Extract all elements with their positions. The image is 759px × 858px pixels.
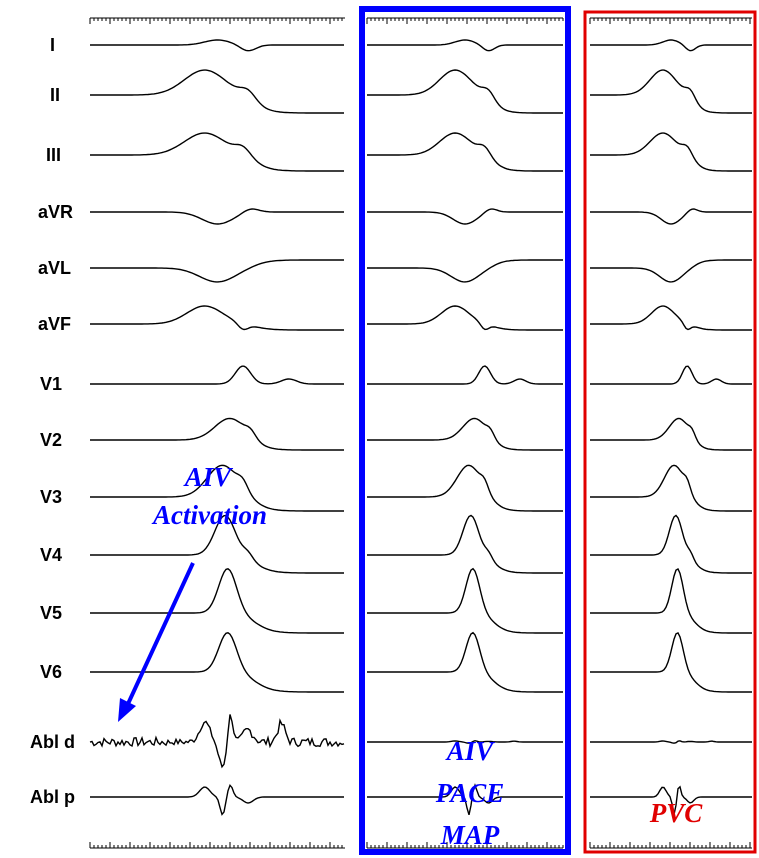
ecg-trace	[90, 632, 344, 693]
ecg-trace	[367, 365, 563, 385]
lead-label: V2	[40, 430, 62, 450]
ecg-trace	[90, 69, 344, 114]
ecg-trace	[590, 464, 752, 512]
lead-label: V5	[40, 603, 62, 623]
pvc-label: PVC	[649, 798, 704, 828]
ecg-trace	[367, 567, 563, 634]
ecg-trace	[367, 259, 563, 283]
ecg-trace	[590, 208, 752, 225]
ecg-trace	[90, 515, 344, 574]
ecg-trace	[90, 783, 344, 816]
ecg-trace	[367, 132, 563, 172]
lead-label: V3	[40, 487, 62, 507]
ecg-trace	[367, 69, 563, 114]
lead-label: aVF	[38, 314, 71, 334]
lead-label: V6	[40, 662, 62, 682]
ecg-trace	[590, 39, 752, 52]
ecg-trace	[367, 208, 563, 225]
ecg-trace	[367, 631, 563, 693]
ecg-trace	[590, 305, 752, 331]
activation-label: Activation	[151, 500, 267, 530]
ecg-trace	[590, 365, 752, 385]
lead-label: aVR	[38, 202, 73, 222]
pace-map-label: MAP	[440, 820, 500, 850]
pace-map-box	[359, 6, 571, 855]
ecg-trace	[590, 740, 752, 744]
ecg-trace	[590, 785, 752, 815]
ecg-trace	[367, 514, 563, 574]
lead-label: I	[50, 35, 55, 55]
ecg-trace	[90, 259, 344, 283]
ecg-trace	[367, 39, 563, 52]
ecg-trace	[367, 305, 563, 331]
arrow	[125, 562, 195, 707]
lead-label: II	[50, 85, 60, 105]
ecg-trace	[590, 417, 752, 451]
ecg-trace	[590, 568, 752, 634]
ecg-trace	[90, 365, 344, 385]
ecg-trace	[367, 783, 563, 815]
lead-label: III	[46, 145, 61, 165]
rulers	[89, 17, 752, 849]
ecg-trace	[590, 132, 752, 172]
ecg-trace	[367, 417, 563, 451]
ecg-trace	[90, 132, 344, 172]
ecg-trace	[90, 39, 344, 52]
pace-map-label: PACE	[435, 778, 505, 808]
ecg-trace	[90, 568, 344, 634]
ecg-trace	[590, 631, 752, 693]
ecg-trace	[89, 714, 345, 769]
ecg-trace	[90, 208, 344, 225]
lead-label: Abl p	[30, 787, 75, 807]
ecg-trace	[367, 739, 563, 744]
pvc-box	[583, 10, 757, 854]
lead-label: aVL	[38, 258, 71, 278]
ecg-trace	[90, 305, 344, 331]
lead-label: V1	[40, 374, 62, 394]
lead-label: Abl d	[30, 732, 75, 752]
traces	[89, 39, 752, 816]
lead-label: V4	[40, 545, 62, 565]
ecg-trace	[90, 417, 344, 451]
ecg-trace	[90, 464, 344, 512]
ecg-trace	[367, 464, 563, 512]
ecg-trace	[590, 514, 752, 574]
activation-label: AIV	[183, 462, 234, 492]
pace-map-label: AIV	[445, 736, 496, 766]
ecg-trace	[590, 69, 752, 114]
ecg-trace	[590, 259, 752, 283]
arrow-head	[118, 698, 136, 722]
